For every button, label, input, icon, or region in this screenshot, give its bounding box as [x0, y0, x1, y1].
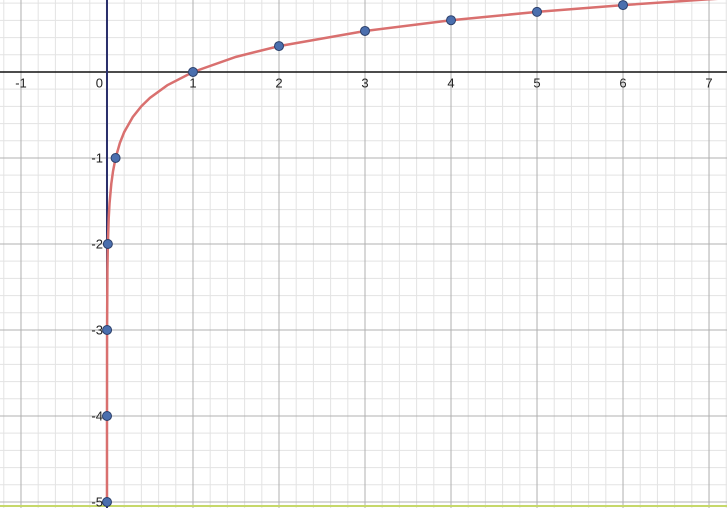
y-tick-label: -4 — [91, 408, 103, 423]
plot — [101, 0, 719, 507]
point — [187, 66, 198, 77]
point — [102, 238, 113, 249]
x-tick-label: 1 — [189, 75, 196, 90]
y-tick-label: -3 — [91, 322, 103, 337]
point — [101, 496, 112, 507]
y-tick-label: -1 — [91, 150, 103, 165]
point — [618, 0, 629, 11]
labels: -1 0 1 2 3 4 5 6 7 -5 -4 -3 -2 -1 — [15, 75, 712, 508]
point — [532, 6, 543, 17]
x-tick-label: 4 — [447, 75, 454, 90]
y-tick-label: -5 — [91, 494, 103, 508]
y-tick-label: -2 — [91, 236, 103, 251]
x-tick-label: 0 — [96, 75, 103, 90]
x-tick-label: -1 — [15, 75, 27, 90]
x-tick-label: 7 — [705, 75, 712, 90]
x-tick-label: 5 — [533, 75, 540, 90]
point — [102, 324, 113, 335]
point — [446, 15, 457, 26]
point — [360, 25, 371, 36]
point — [101, 410, 112, 421]
point — [110, 152, 121, 163]
x-tick-label: 2 — [275, 75, 282, 90]
x-tick-label: 6 — [619, 75, 626, 90]
x-tick-label: 3 — [361, 75, 368, 90]
point — [274, 41, 285, 52]
